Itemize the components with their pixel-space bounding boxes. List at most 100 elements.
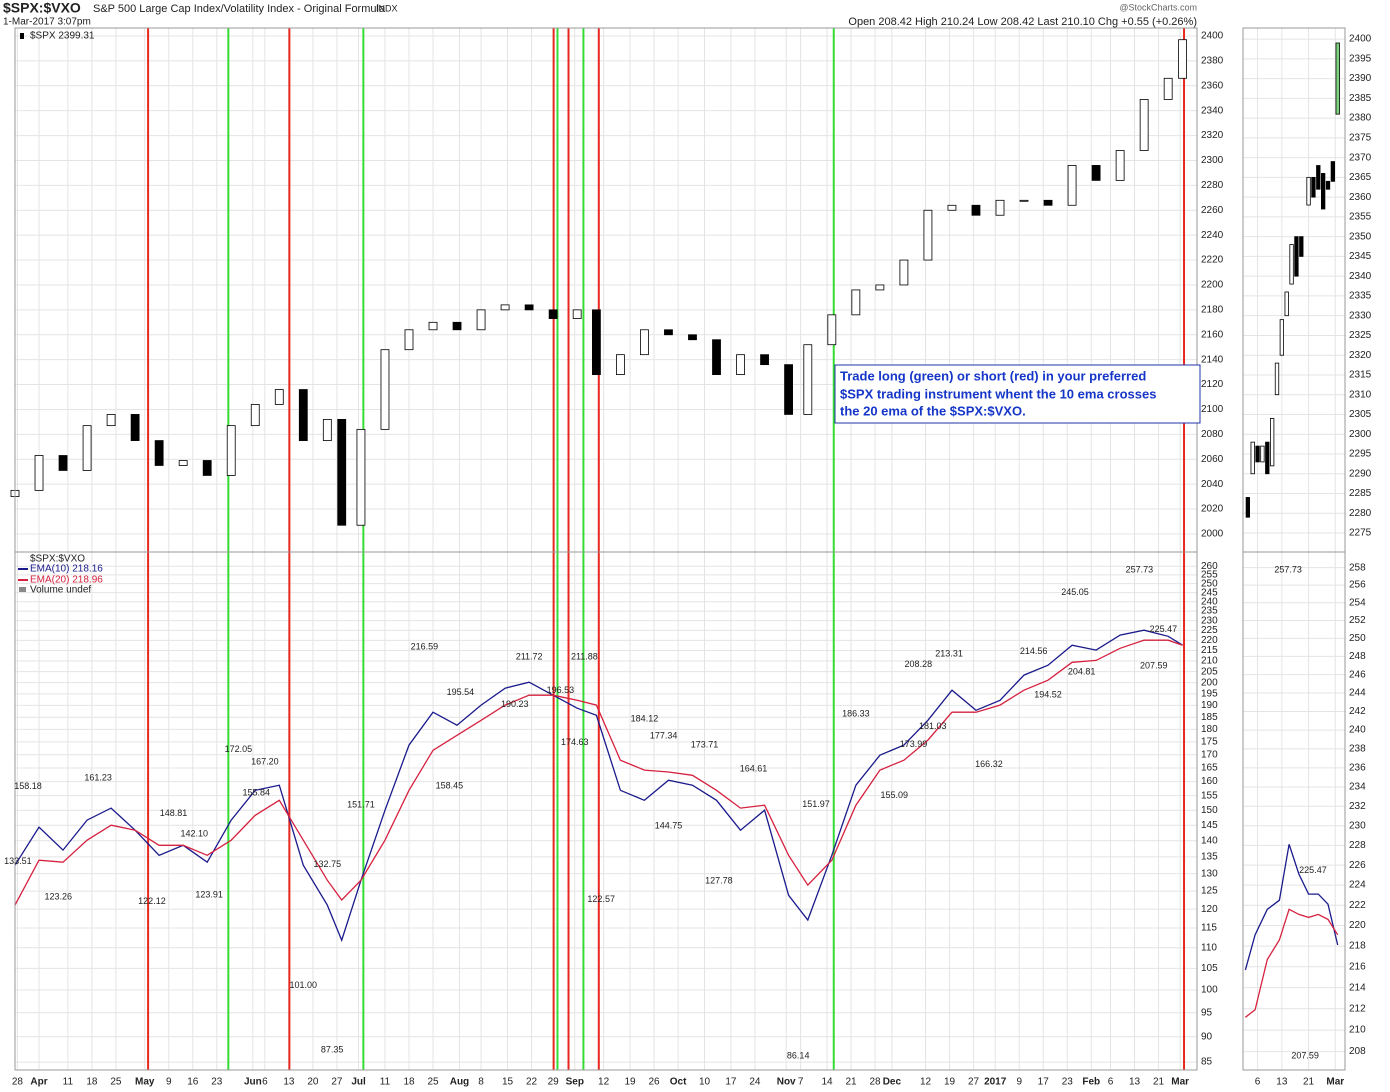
- candle: [1299, 236, 1304, 257]
- candle: [34, 455, 44, 491]
- x-tick-label: 27: [968, 1077, 980, 1088]
- price-annotation: 211.72: [516, 652, 543, 662]
- candle: [1163, 77, 1173, 100]
- x-tick-label: 23: [211, 1077, 223, 1088]
- price-annotation: 155.09: [881, 790, 909, 800]
- exchange: INDX: [376, 3, 398, 13]
- y-tick-label: 225: [1201, 625, 1218, 636]
- x-tick-label: 8: [478, 1077, 484, 1088]
- grid-layer: [15, 28, 1345, 1070]
- price-annotation: 161.23: [84, 773, 112, 783]
- y-tick-label: 2280: [1349, 508, 1372, 519]
- candle: [356, 428, 366, 526]
- y-tick-label: 2345: [1349, 251, 1372, 262]
- legend-ema10: EMA(10) 218.16: [30, 564, 103, 575]
- brand: @StockCharts.com: [1119, 2, 1197, 12]
- candle: [130, 414, 140, 441]
- candle: [106, 414, 116, 427]
- price-annotation: 173.71: [691, 739, 719, 749]
- y-tick-label: 2380: [1349, 113, 1372, 124]
- x-tick-label: 22: [526, 1077, 538, 1088]
- x-tick-label: Mar: [1171, 1077, 1189, 1088]
- candle: [1091, 165, 1101, 181]
- candle: [827, 314, 837, 346]
- x-tick-label: Jul: [351, 1077, 366, 1088]
- y-tick-label: 224: [1349, 880, 1366, 891]
- candle: [760, 354, 769, 366]
- candle: [803, 344, 813, 415]
- x-tick-label: 25: [110, 1077, 122, 1088]
- candle: [1255, 445, 1260, 463]
- y-tick-label: 2275: [1349, 528, 1372, 539]
- y-tick-label: 110: [1201, 942, 1217, 953]
- y-tick-label: 2180: [1201, 304, 1224, 315]
- x-tick-label: Aug: [450, 1077, 469, 1088]
- y-tick-label: 250: [1201, 578, 1218, 589]
- y-tick-label: 216: [1349, 961, 1366, 972]
- candle: [1306, 176, 1311, 206]
- y-tick-label: 175: [1201, 736, 1218, 747]
- y-tick-label: 185: [1201, 712, 1218, 723]
- price-annotation: 194.52: [1034, 689, 1062, 699]
- y-tick-label: 2160: [1201, 329, 1224, 340]
- x-tick-label: 7: [798, 1077, 804, 1088]
- y-tick-label: 145: [1201, 820, 1218, 831]
- indicator-panel: [14, 551, 1198, 1071]
- y-tick-label: 260: [1201, 561, 1218, 572]
- legend-swatch: [19, 587, 26, 592]
- x-tick-label: 28: [870, 1077, 882, 1088]
- x-tick-label: Dec: [883, 1077, 902, 1088]
- price-annotation: 257.73: [1274, 564, 1302, 574]
- y-tick-label: 226: [1349, 860, 1366, 871]
- y-tick-label: 214: [1349, 982, 1366, 993]
- y-tick-label: 2390: [1349, 73, 1372, 84]
- x-tick-label: 16: [187, 1077, 199, 1088]
- price-annotation: 196.53: [547, 685, 575, 695]
- y-tick-label: 220: [1201, 635, 1218, 646]
- y-tick-label: 2260: [1201, 205, 1224, 216]
- y-tick-label: 256: [1349, 580, 1366, 591]
- y-tick-label: 2000: [1201, 529, 1224, 540]
- y-tick-label: 2140: [1201, 354, 1224, 365]
- candle: [947, 204, 957, 211]
- y-tick-label: 212: [1349, 1003, 1366, 1014]
- x-tick-label: 21: [1303, 1077, 1315, 1088]
- candle: [712, 339, 721, 375]
- callout-box: [834, 364, 1201, 424]
- price-annotation: 151.97: [802, 799, 830, 809]
- x-tick-label: May: [135, 1077, 155, 1088]
- price-annotation: 155.84: [242, 788, 270, 798]
- candle: [572, 309, 582, 319]
- candle: [616, 354, 625, 375]
- candle: [1115, 150, 1125, 181]
- price-annotation: 208.28: [905, 659, 933, 669]
- price-annotation: 167.20: [251, 756, 279, 766]
- y-tick-label: 2315: [1349, 370, 1372, 381]
- candle: [500, 304, 510, 311]
- candle: [380, 349, 390, 430]
- y-tick-label: 2365: [1349, 172, 1372, 183]
- y-tick-label: 2320: [1349, 350, 1372, 361]
- price-annotation: 158.45: [436, 780, 464, 790]
- y-tick-label: 2240: [1201, 230, 1224, 241]
- x-tick-label: 19: [944, 1077, 956, 1088]
- y-tick-label: 210: [1201, 656, 1218, 667]
- y-tick-label: 208: [1349, 1046, 1366, 1057]
- x-tick-label: 11: [380, 1077, 391, 1088]
- candle: [452, 321, 462, 331]
- candle: [250, 404, 260, 427]
- candle: [1311, 176, 1316, 198]
- price-annotation: 207.59: [1291, 1050, 1319, 1060]
- price-annotation: 195.54: [447, 687, 475, 697]
- candle: [1178, 39, 1187, 79]
- y-tick-label: 245: [1201, 587, 1218, 598]
- y-tick-label: 2080: [1201, 429, 1224, 440]
- y-tick-label: 2325: [1349, 330, 1372, 341]
- price-annotation: 174.63: [561, 737, 589, 747]
- candle: [1250, 441, 1255, 475]
- x-tick-label: 10: [699, 1077, 711, 1088]
- x-tick-label: 14: [821, 1077, 833, 1088]
- candle: [995, 199, 1005, 216]
- y-tick-label: 2395: [1349, 53, 1372, 64]
